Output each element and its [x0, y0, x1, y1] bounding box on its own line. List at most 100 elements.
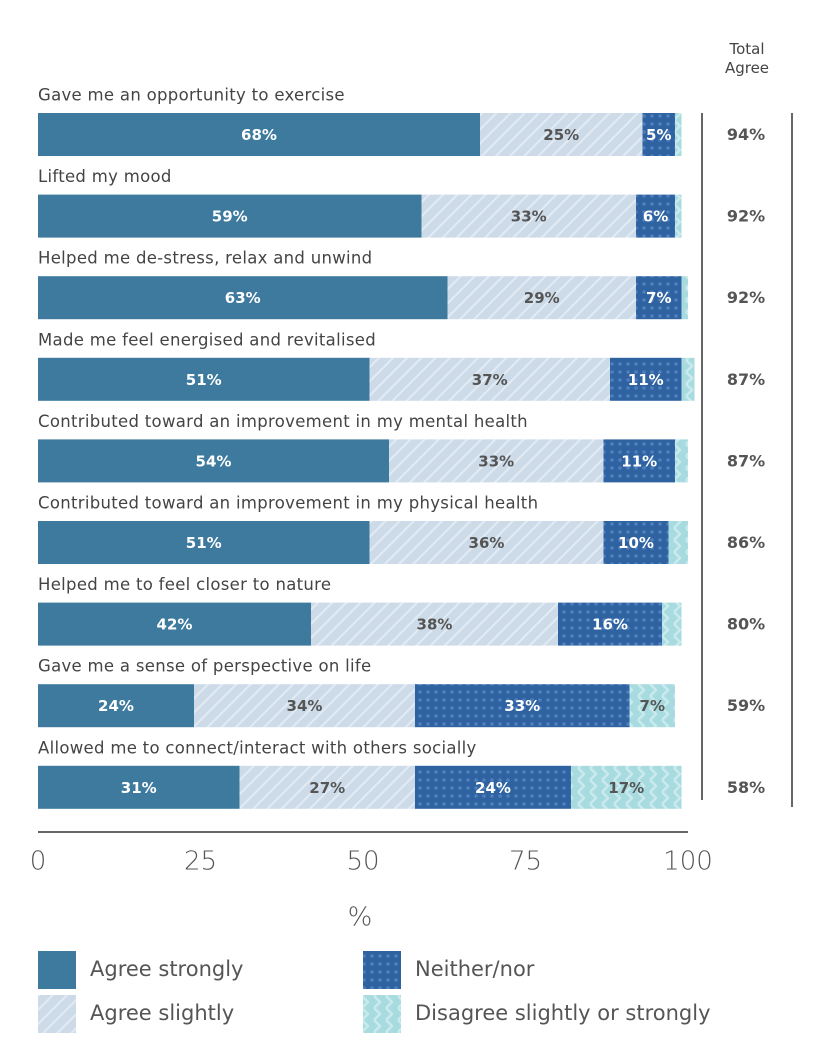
bar-segment	[311, 602, 558, 646]
category-label: Helped me de-stress, relax and unwind	[38, 249, 372, 268]
category-label: Helped me to feel closer to nature	[38, 575, 331, 594]
value-label: 51%	[186, 371, 222, 389]
total-label: 94%	[727, 125, 765, 144]
total-label: 86%	[727, 533, 765, 552]
value-label: 54%	[196, 452, 232, 470]
value-label: 31%	[121, 779, 157, 797]
value-label: 42%	[157, 616, 193, 634]
bar-segment	[389, 439, 604, 483]
total-label: 59%	[727, 696, 765, 715]
category-label: Allowed me to connect/interact with othe…	[38, 738, 477, 757]
total-label: 92%	[727, 288, 765, 307]
value-label: 24%	[98, 697, 134, 715]
bar-segment	[369, 521, 604, 564]
value-label: 33%	[478, 452, 514, 470]
value-label: 17%	[608, 779, 644, 797]
bar-segment	[642, 113, 675, 156]
value-label: 16%	[592, 616, 628, 634]
bar-segment	[636, 194, 675, 238]
value-label: 11%	[621, 452, 657, 470]
bar-segment	[38, 439, 389, 483]
bar-segment	[38, 684, 194, 728]
x-tick-label: 100	[663, 847, 713, 877]
total-label: 92%	[727, 207, 765, 226]
bar-segment	[447, 276, 636, 320]
value-label: 33%	[511, 208, 547, 226]
category-label: Contributed toward an improvement in my …	[38, 494, 538, 513]
category-label: Made me feel energised and revitalised	[38, 330, 376, 349]
x-axis-label: %	[348, 903, 373, 933]
bar-segment	[415, 684, 630, 728]
bar-segment	[610, 357, 682, 401]
category-label: Contributed toward an improvement in my …	[38, 412, 528, 431]
bar-segment	[239, 765, 415, 809]
value-label: 51%	[186, 534, 222, 552]
value-label: 68%	[241, 126, 277, 144]
bar-segment	[421, 194, 636, 238]
value-label: 7%	[640, 697, 665, 715]
bar-segment	[603, 439, 675, 483]
value-label: 6%	[643, 208, 668, 226]
bar-segment	[38, 276, 448, 320]
bar-segment	[675, 113, 682, 156]
total-label: 80%	[727, 615, 765, 634]
bar-segment	[603, 521, 669, 564]
bar-segment	[675, 439, 688, 483]
bar-segment	[480, 113, 643, 156]
bar-segment	[38, 357, 370, 401]
legend-swatch	[38, 951, 76, 989]
total-label: 87%	[727, 370, 765, 389]
value-label: 7%	[646, 289, 671, 307]
value-label: 37%	[472, 371, 508, 389]
total-header: Total Agree	[724, 40, 770, 77]
bar-segment	[38, 602, 311, 646]
bar-segment	[629, 684, 675, 728]
legend-swatch	[363, 995, 401, 1033]
category-label: Gave me a sense of perspective on life	[38, 657, 371, 676]
value-label: 5%	[646, 126, 671, 144]
value-label: 33%	[504, 697, 540, 715]
bar-segment	[668, 521, 688, 564]
value-label: 36%	[469, 534, 505, 552]
value-label: 24%	[475, 779, 511, 797]
bar-segment	[675, 194, 682, 238]
total-label: 58%	[727, 778, 765, 797]
bar-segment	[558, 602, 662, 646]
bar-segment	[194, 684, 415, 728]
x-tick-label: 50	[346, 847, 379, 877]
legend-label: Neither/nor	[415, 957, 535, 981]
legend-label: Agree strongly	[90, 957, 243, 981]
bar-segment	[38, 113, 480, 156]
bar-segment	[38, 521, 370, 564]
legend-label: Disagree slightly or strongly	[415, 1001, 711, 1025]
category-label: Lifted my mood	[38, 167, 172, 186]
bar-segment	[571, 765, 682, 809]
bar-segment	[636, 276, 682, 320]
bar-segment	[38, 765, 240, 809]
value-label: 27%	[309, 779, 345, 797]
bar-segment	[681, 276, 688, 320]
value-label: 10%	[618, 534, 654, 552]
category-label: Gave me an opportunity to exercise	[38, 86, 345, 105]
legend-label: Agree slightly	[90, 1001, 234, 1025]
legend-swatch	[363, 951, 401, 989]
legend-swatch	[38, 995, 76, 1033]
value-label: 25%	[543, 126, 579, 144]
bar-segment	[681, 357, 695, 401]
value-label: 29%	[524, 289, 560, 307]
bar-segment	[662, 602, 682, 646]
value-label: 34%	[287, 697, 323, 715]
x-tick-label: 25	[184, 847, 217, 877]
value-label: 59%	[212, 208, 248, 226]
value-label: 38%	[417, 616, 453, 634]
bar-segment	[38, 194, 422, 238]
value-label: 63%	[225, 289, 261, 307]
bar-segment	[369, 357, 610, 401]
x-tick-label: 0	[30, 847, 47, 877]
total-label: 87%	[727, 451, 765, 470]
value-label: 11%	[628, 371, 664, 389]
bar-segment	[415, 765, 571, 809]
x-tick-label: 75	[509, 847, 542, 877]
